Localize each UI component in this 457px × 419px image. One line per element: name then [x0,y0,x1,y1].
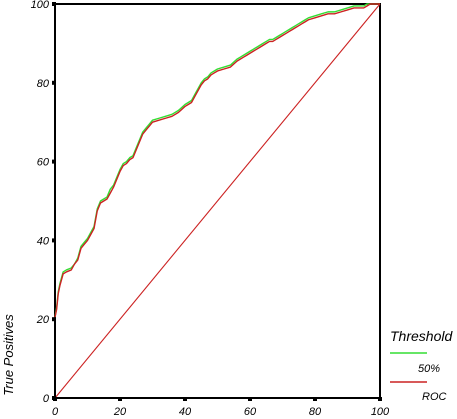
x-tick-label: 80 [309,406,322,418]
legend-label-roc: ROC [422,391,447,403]
y-tick-label: 60 [37,157,50,169]
plot-frame [54,3,381,399]
y-tick-mark [52,238,56,243]
x-tick-label: 100 [371,406,390,418]
y-tick-label: 0 [43,393,50,405]
legend-label-50pct: 50% [418,363,440,375]
x-tick-mark [118,397,122,401]
y-tick-label: 80 [37,78,50,90]
x-tick-mark [313,397,317,401]
x-tick-label: 40 [179,406,192,418]
x-tick-label: 60 [244,406,257,418]
x-tick-label: 20 [113,406,127,418]
series-layer [54,3,381,399]
y-tick-mark [52,159,56,164]
y-axis-title: True Positives [1,314,16,396]
y-tick-mark [52,80,56,85]
series-roc-line [54,3,380,318]
y-axis-ticks: 0 20 40 60 80 100 [31,0,56,405]
x-axis-ticks: 0 20 40 60 80 100 [52,397,390,418]
y-tick-mark [52,2,56,6]
x-tick-mark [183,397,187,401]
y-tick-label: 100 [31,0,50,11]
x-tick-mark [378,397,382,401]
y-tick-mark [52,396,56,400]
diagonal-reference-line [54,3,381,399]
y-tick-label: 40 [37,235,50,247]
x-tick-mark [248,397,252,401]
plot-area [54,3,381,399]
y-tick-label: 20 [36,314,50,326]
x-tick-label: 0 [52,406,59,418]
legend: Threshold 50% ROC [390,328,453,403]
legend-title: Threshold [390,328,453,344]
y-tick-mark [52,317,56,322]
series-50pct-line [54,3,380,318]
